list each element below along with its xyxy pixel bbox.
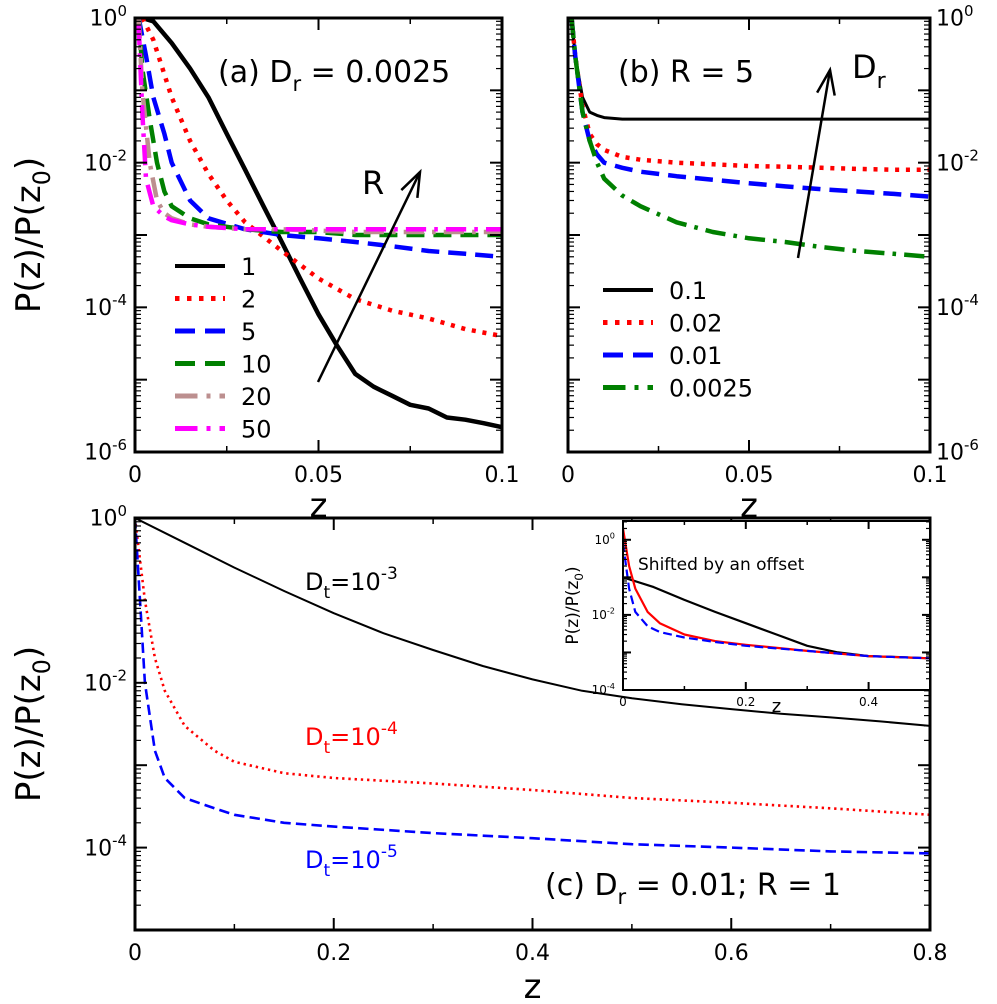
x-tick-label-inset-2: 0.4 bbox=[859, 695, 878, 709]
y-axis-label-c: P(z)/P(z0) bbox=[9, 646, 56, 802]
series-line-a-4 bbox=[136, 18, 502, 235]
x-tick-label-c-4: 0.8 bbox=[913, 941, 948, 966]
curve-label-c-2: Dt=10-5 bbox=[305, 842, 398, 881]
y-tick-label-a-3: 100 bbox=[89, 2, 127, 32]
y-tick-label-c-1: 10-2 bbox=[84, 667, 127, 697]
x-tick-label-b-2: 0.1 bbox=[913, 463, 948, 488]
x-tick-label-c-1: 0.2 bbox=[316, 941, 351, 966]
y-tick-label-a-2: 10-2 bbox=[84, 146, 127, 176]
frames-layer bbox=[133, 16, 932, 932]
series-line-c-2 bbox=[135, 518, 930, 855]
legend-label-a-3: 10 bbox=[241, 351, 272, 379]
x-axis-label-inset: z bbox=[772, 696, 781, 717]
legend-label-a-5: 50 bbox=[241, 416, 272, 444]
x-tick-label-b-1: 0.05 bbox=[725, 463, 774, 488]
x-tick-label-inset-0: 0 bbox=[619, 695, 627, 709]
y-tick-label-inset-1: 10-2 bbox=[592, 606, 615, 622]
legend-label-b-3: 0.0025 bbox=[669, 375, 753, 403]
legend-label-a-2: 5 bbox=[241, 318, 256, 346]
inset-annotation: Shifted by an offset bbox=[638, 555, 805, 575]
y-tick-label-a-0: 10-6 bbox=[84, 436, 127, 466]
x-tick-label-c-0: 0 bbox=[128, 941, 142, 966]
series-line-a-1 bbox=[140, 18, 502, 339]
legend-label-b-0: 0.1 bbox=[669, 277, 707, 305]
x-tick-label-a-2: 0.1 bbox=[485, 463, 520, 488]
series-line-inset-2 bbox=[623, 543, 930, 660]
x-axis-label-c: z bbox=[524, 967, 542, 1004]
arrow-label-a: R bbox=[362, 164, 384, 202]
y-tick-label-a-1: 10-4 bbox=[84, 291, 127, 321]
series-line-c-1 bbox=[135, 518, 930, 817]
arrow-head-a bbox=[400, 168, 422, 198]
legend-label-a-0: 1 bbox=[241, 253, 256, 281]
y-tick-label-b-3: 100 bbox=[936, 2, 974, 32]
y-tick-label-inset-0: 10-4 bbox=[592, 681, 615, 697]
series-line-a-0 bbox=[141, 18, 502, 430]
x-tick-label-a-0: 0 bbox=[128, 463, 142, 488]
arrow-shaft-a bbox=[316, 171, 422, 383]
legend-label-a-4: 20 bbox=[241, 383, 272, 411]
panel-label-b: (b) R = 5 bbox=[618, 55, 754, 90]
series-line-b-1 bbox=[569, 18, 930, 172]
panel-label-c: (c) Dr = 0.01; R = 1 bbox=[545, 868, 841, 909]
curve-label-c-0: Dt=10-3 bbox=[305, 564, 398, 603]
series-line-c-0 bbox=[135, 518, 930, 727]
y-axis-label-a: P(z)/P(z0) bbox=[9, 157, 56, 313]
y-tick-label-b-2: 10-2 bbox=[936, 146, 979, 176]
series-line-b-3 bbox=[569, 18, 930, 260]
arrow-shaft-b bbox=[796, 69, 832, 259]
x-axis-label-b: z bbox=[740, 486, 758, 526]
curves-layer bbox=[135, 18, 930, 855]
y-tick-label-c-0: 10-4 bbox=[84, 831, 127, 861]
y-tick-label-c-2: 100 bbox=[89, 502, 127, 532]
curve-label-c-1: Dt=10-4 bbox=[305, 719, 398, 758]
series-line-b-0 bbox=[570, 18, 930, 121]
x-tick-label-c-2: 0.4 bbox=[515, 941, 550, 966]
x-tick-label-c-3: 0.6 bbox=[714, 941, 749, 966]
x-tick-label-b-0: 0 bbox=[561, 463, 575, 488]
y-tick-label-b-1: 10-4 bbox=[936, 291, 979, 321]
series-line-a-5 bbox=[136, 24, 502, 232]
inset-background bbox=[623, 521, 930, 690]
legend-label-b-2: 0.01 bbox=[669, 342, 722, 370]
panel-label-a: (a) Dr = 0.0025 bbox=[218, 55, 450, 96]
series-line-a-3 bbox=[136, 18, 502, 238]
x-axis-label-a: z bbox=[310, 486, 328, 526]
y-tick-label-inset-2: 100 bbox=[595, 531, 615, 547]
x-tick-label-inset-1: 0.2 bbox=[736, 695, 755, 709]
arrow-head-b bbox=[816, 66, 836, 96]
y-tick-label-b-0: 10-6 bbox=[936, 436, 979, 466]
arrow-label-b: Dr bbox=[852, 48, 887, 94]
legend-label-a-1: 2 bbox=[241, 286, 256, 314]
x-tick-label-a-1: 0.05 bbox=[294, 463, 343, 488]
axes-frame-inset bbox=[622, 520, 931, 691]
legend-label-b-1: 0.02 bbox=[669, 310, 722, 338]
y-axis-label-inset: P(z)/P(z0) bbox=[563, 566, 586, 644]
